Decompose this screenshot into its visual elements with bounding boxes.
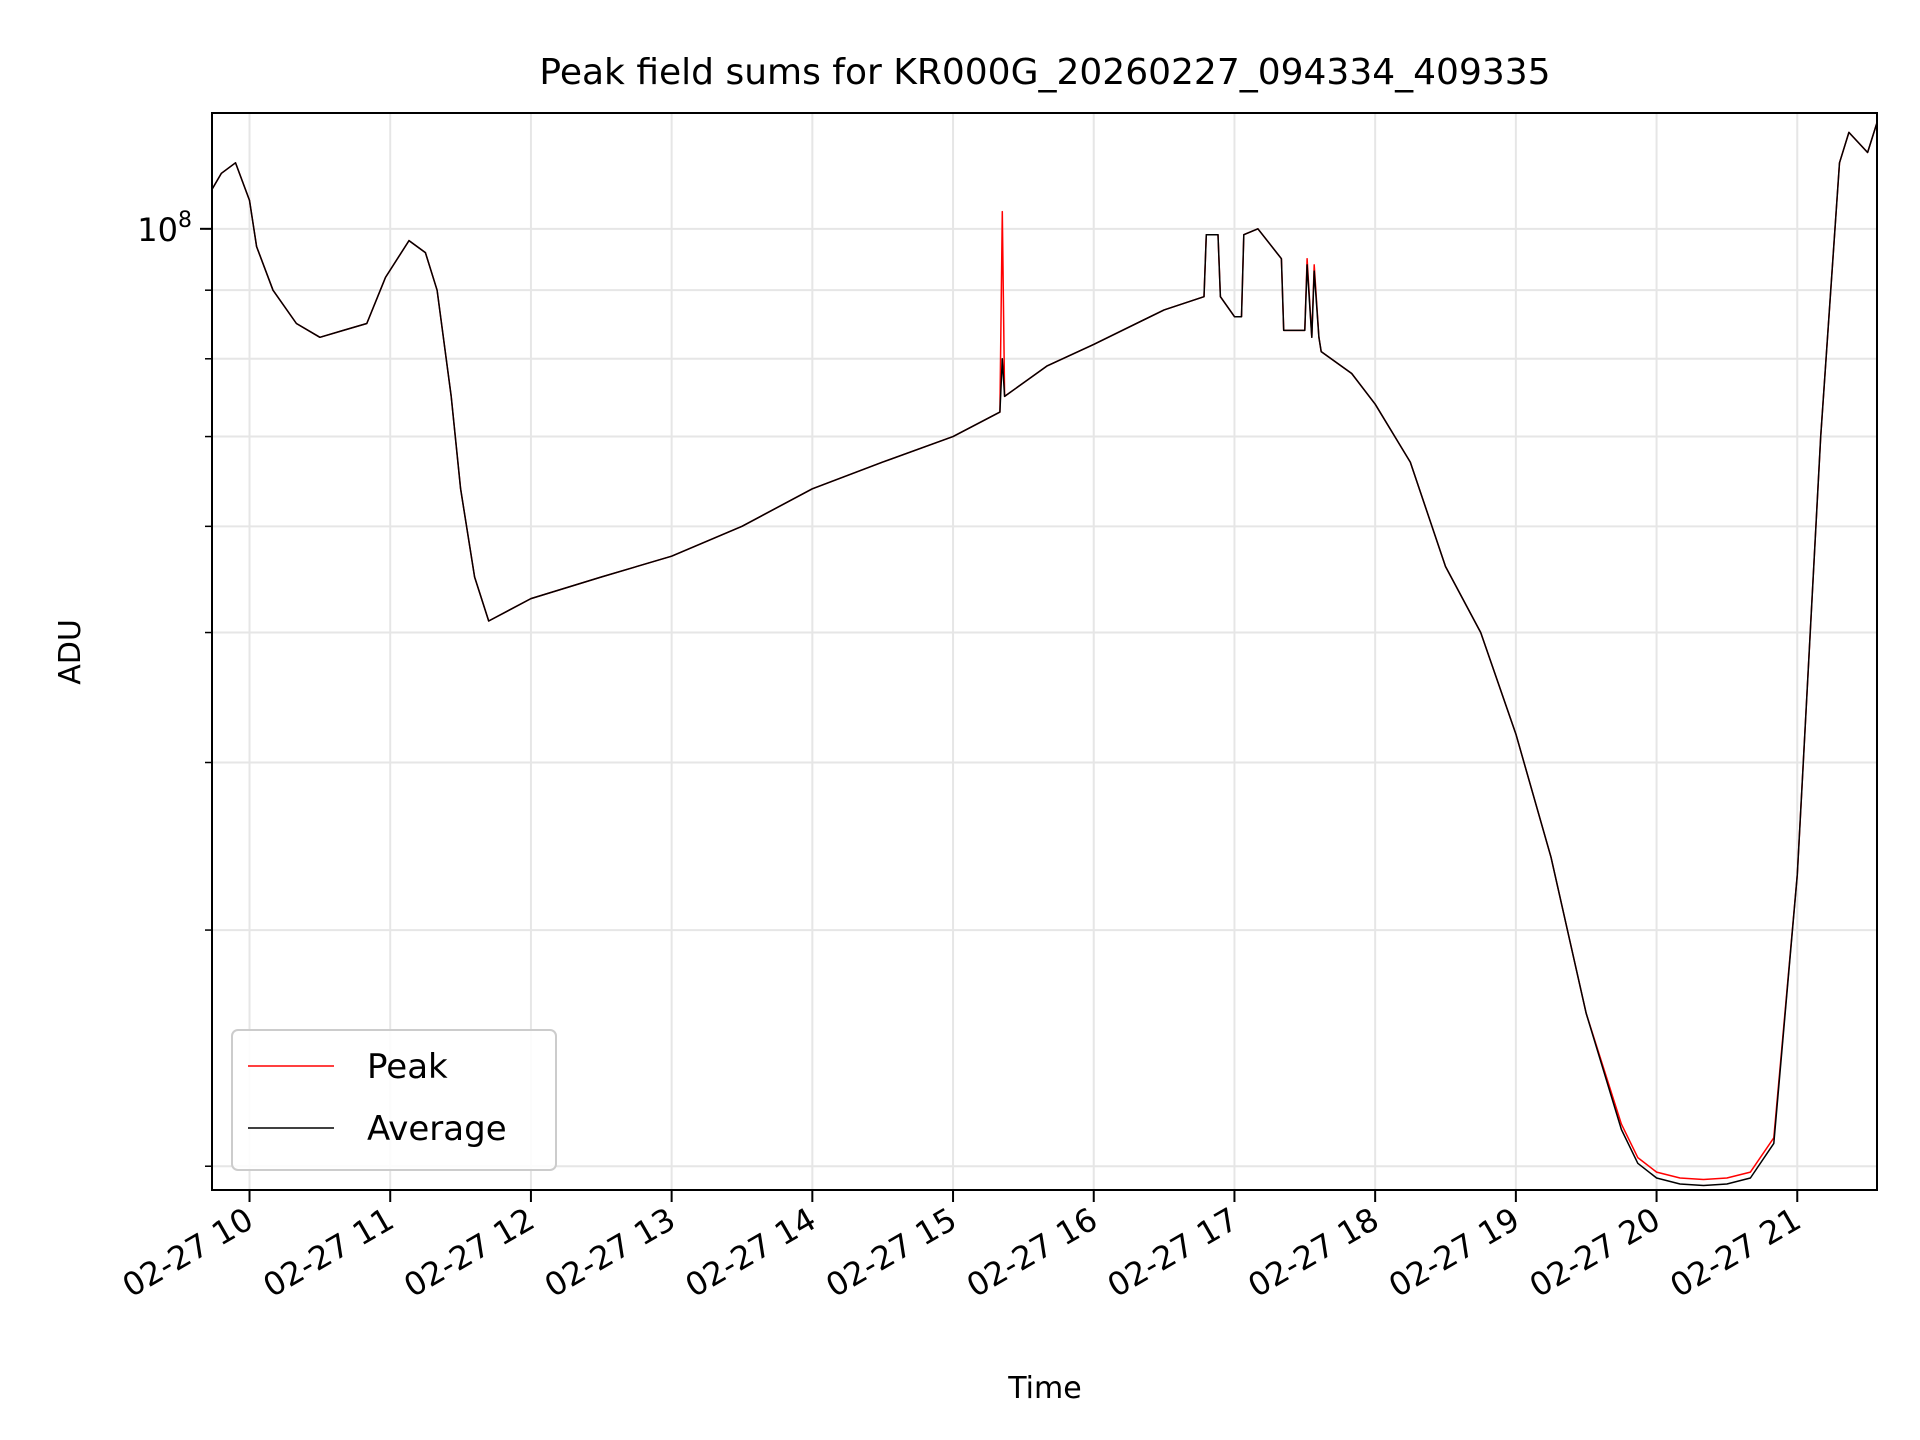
plot-frame bbox=[211, 112, 1878, 1191]
legend-box bbox=[231, 1029, 557, 1171]
y-tick-label: 108 bbox=[137, 208, 192, 249]
legend-average-label: Average bbox=[367, 1109, 507, 1149]
grid-lines bbox=[212, 113, 1877, 1190]
series-line-average bbox=[211, 122, 1878, 1187]
x-axis-label: Time bbox=[1007, 1371, 1081, 1406]
series-lines bbox=[211, 122, 1878, 1187]
y-axis-label: ADU bbox=[53, 619, 88, 685]
legend-peak-label: Peak bbox=[367, 1047, 448, 1087]
legend: Peak Average bbox=[231, 1029, 557, 1171]
chart-title: Peak field sums for KR000G_20260227_0943… bbox=[539, 52, 1550, 93]
y-axis: 108 bbox=[137, 208, 212, 1167]
